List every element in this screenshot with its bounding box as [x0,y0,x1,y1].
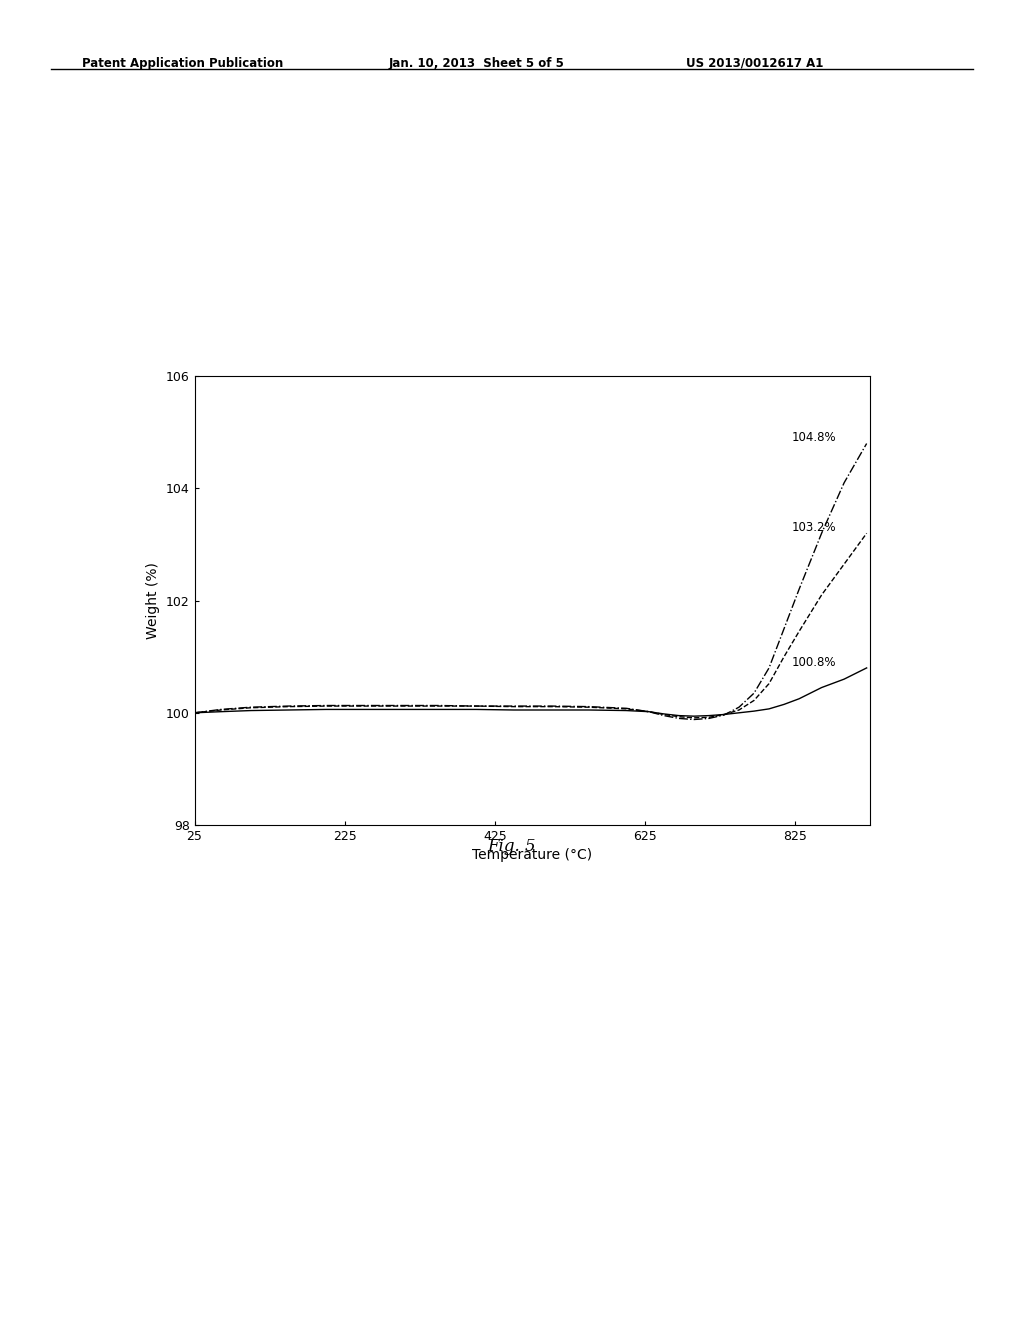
Y-axis label: Weight (%): Weight (%) [146,562,161,639]
Text: Fig. 5: Fig. 5 [487,838,537,855]
Text: 100.8%: 100.8% [792,656,836,669]
Text: Patent Application Publication: Patent Application Publication [82,57,284,70]
X-axis label: Temperature (°C): Temperature (°C) [472,849,593,862]
Text: 103.2%: 103.2% [792,521,837,535]
Text: US 2013/0012617 A1: US 2013/0012617 A1 [686,57,823,70]
Text: 104.8%: 104.8% [792,432,837,445]
Text: Jan. 10, 2013  Sheet 5 of 5: Jan. 10, 2013 Sheet 5 of 5 [389,57,565,70]
